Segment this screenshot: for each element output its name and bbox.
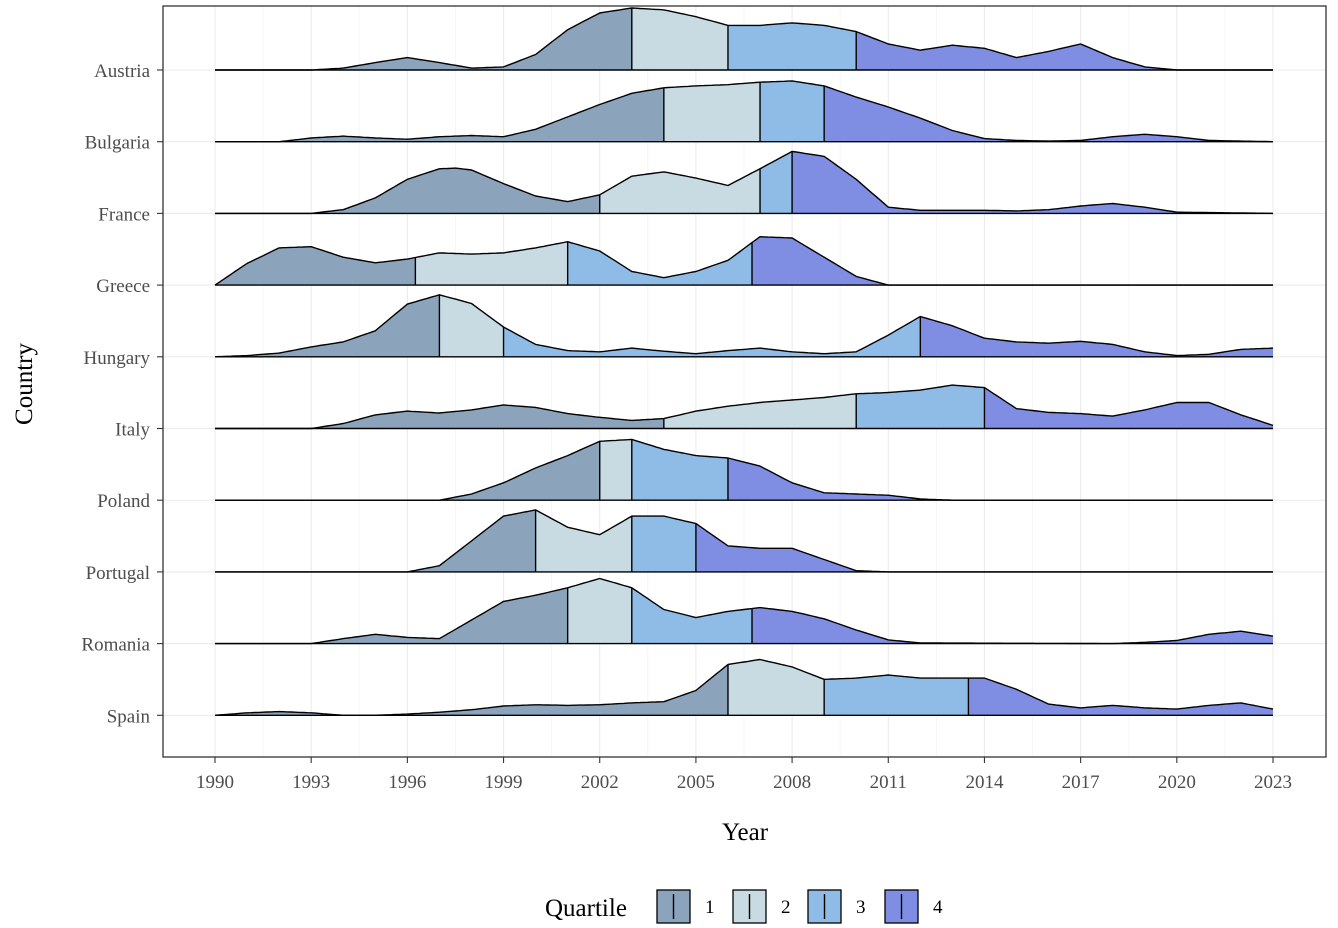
y-tick-label: Portugal <box>86 563 150 584</box>
quartile-1-area <box>215 509 536 572</box>
quartile-4-area <box>752 607 1273 644</box>
x-tick-label: 1999 <box>485 772 523 793</box>
quartile-3-area <box>760 151 793 214</box>
quartile-4-area <box>984 387 1273 429</box>
quartile-3-area <box>728 22 857 70</box>
x-tick-label: 1990 <box>196 772 234 793</box>
quartile-4-area <box>695 523 1273 572</box>
x-tick-label: 2011 <box>870 772 907 793</box>
quartile-1-area <box>215 168 600 214</box>
legend: Quartile 1 2 3 4 <box>545 889 943 924</box>
legend-title: Quartile <box>545 895 627 922</box>
y-tick-label: France <box>98 204 150 225</box>
ridge-hungary <box>214 294 1274 358</box>
panel-border <box>162 5 1327 758</box>
quartile-1-area <box>215 664 728 716</box>
y-axis: Austria Bulgaria France Greece Hungary Italy P… <box>81 61 163 727</box>
y-tick-label: Greece <box>96 276 150 297</box>
quartile-4-area <box>752 236 1273 286</box>
quartile-3-area <box>567 241 752 286</box>
quartile-3-area <box>856 385 985 429</box>
ridges <box>214 7 1274 716</box>
quartile-2-area <box>535 509 632 572</box>
y-tick-label: Spain <box>107 706 151 727</box>
quartile-1-area <box>215 587 568 644</box>
ridge-spain <box>214 658 1274 716</box>
x-tick-label: 2014 <box>965 772 1004 793</box>
quartile-3-area <box>824 675 969 716</box>
x-tick-label: 2017 <box>1062 772 1100 793</box>
quartile-1-area <box>215 87 664 142</box>
x-tick-label: 1993 <box>292 772 330 793</box>
quartile-4-area <box>856 31 1273 71</box>
y-tick-label: Romania <box>81 635 150 656</box>
quartile-1-area <box>215 8 632 70</box>
quartile-4-area <box>824 85 1273 142</box>
ridge-italy <box>215 384 1274 430</box>
y-tick-label: Italy <box>115 420 150 441</box>
quartile-2-area <box>663 82 760 142</box>
quartile-4-area <box>968 678 1273 716</box>
quartile-4-area <box>792 151 1273 214</box>
quartile-2-area <box>599 439 632 501</box>
ridge-france <box>215 150 1274 215</box>
density-outline <box>215 384 1274 430</box>
x-tick-label: 2002 <box>581 772 619 793</box>
quartile-3-area <box>631 587 752 644</box>
quartile-2-area <box>567 578 632 644</box>
quartile-2-area <box>728 659 825 716</box>
x-tick-label: 2023 <box>1254 772 1292 793</box>
ridge-poland <box>215 438 1273 501</box>
quartile-3-area <box>631 439 728 501</box>
x-axis-title: Year <box>722 819 769 846</box>
x-axis: 1990 1993 1996 1999 2002 2005 2008 2011 2014 2017… <box>196 757 1292 793</box>
ridge-portugal <box>215 509 1273 573</box>
quartile-2-area <box>439 294 504 357</box>
y-tick-label: Bulgaria <box>85 133 151 154</box>
quartile-2-area <box>663 393 857 429</box>
quartile-1-area <box>215 441 600 501</box>
quartile-3-area <box>760 80 825 142</box>
y-tick-label: Poland <box>97 491 150 512</box>
ridge-greece <box>214 236 1273 286</box>
quartile-3-area <box>503 316 921 357</box>
quartile-2-area <box>631 8 728 70</box>
x-tick-label: 2020 <box>1158 772 1196 793</box>
quartile-2-area <box>599 168 760 214</box>
density-outline <box>214 294 1274 358</box>
legend-label-1: 1 <box>705 897 715 918</box>
density-outline <box>215 150 1274 215</box>
quartile-2-area <box>415 241 568 286</box>
y-tick-label: Austria <box>94 61 151 82</box>
ridge-austria <box>215 7 1273 71</box>
quartile-4-area <box>920 316 1273 357</box>
quartile-4-area <box>728 458 1273 501</box>
y-axis-title: Country <box>11 343 38 425</box>
quartile-1-area <box>215 294 440 357</box>
x-tick-label: 2008 <box>773 772 811 793</box>
x-tick-label: 2005 <box>677 772 715 793</box>
legend-label-2: 2 <box>781 897 791 918</box>
quartile-3-area <box>631 516 696 572</box>
ridge-bulgaria <box>215 80 1274 143</box>
density-outline <box>215 7 1273 71</box>
legend-label-3: 3 <box>856 897 866 918</box>
density-outline <box>215 80 1274 143</box>
ridge-romania <box>215 577 1274 645</box>
legend-label-4: 4 <box>933 897 943 918</box>
x-tick-label: 1996 <box>388 772 426 793</box>
y-tick-label: Hungary <box>84 348 151 369</box>
quartile-1-area <box>215 246 416 286</box>
